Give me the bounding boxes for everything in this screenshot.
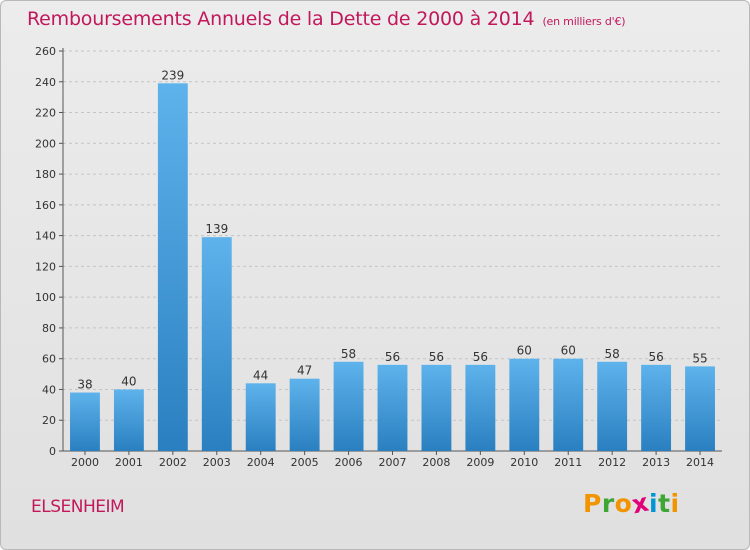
y-tick-label: 220: [35, 107, 56, 120]
data-label-2014: 55: [692, 351, 707, 365]
data-label-2005: 47: [297, 364, 312, 378]
data-label-2006: 58: [341, 347, 356, 361]
chart-title-text: Remboursements Annuels de la Dette de 20…: [27, 8, 535, 30]
y-tick-labels: 0 20 40 60 80 100 120 140 160 180 200 220 240 260: [35, 45, 56, 458]
data-label-2011: 60: [561, 344, 576, 358]
x-tick-label-2005: 2005: [291, 456, 319, 469]
bar-2007: [377, 364, 408, 451]
bar-2008: [421, 364, 452, 451]
y-tick-label: 160: [35, 199, 56, 212]
bar-2009: [465, 364, 496, 451]
x-tick-label-2012: 2012: [598, 456, 626, 469]
logo-letter: i: [649, 489, 659, 518]
y-tick-label: 200: [35, 137, 56, 150]
bar-2014: [685, 366, 715, 451]
y-tick-label: 240: [35, 76, 56, 89]
y-tick-label: 180: [35, 168, 56, 181]
x-tick-label-2006: 2006: [335, 456, 363, 469]
bar-2013: [641, 364, 672, 451]
x-tick-labels: 2000 2001 2002 2003 2004 2005 2006 2007 2008 2009…: [71, 456, 714, 469]
data-label-2003: 139: [205, 222, 228, 236]
proxiti-logo: Proxiti: [583, 488, 680, 520]
chart-unit-note: (en milliers d'€): [542, 15, 626, 28]
x-tick-label-2010: 2010: [510, 456, 538, 469]
y-tick-label: 20: [42, 414, 56, 427]
data-label-2000: 38: [77, 378, 92, 392]
bar-2012: [597, 361, 628, 451]
bar-2001: [113, 389, 144, 451]
x-tick-label-2003: 2003: [203, 456, 231, 469]
data-label-2012: 58: [605, 347, 620, 361]
x-tick-label-2007: 2007: [379, 456, 407, 469]
bar-2003: [201, 237, 232, 451]
y-tick-label: 120: [35, 260, 56, 273]
bar-2006: [333, 361, 364, 451]
data-label-2004: 44: [253, 368, 268, 382]
data-label-2009: 56: [473, 350, 488, 364]
data-label-2001: 40: [121, 374, 136, 388]
logo-letter: i: [670, 489, 680, 518]
data-label-2008: 56: [429, 350, 444, 364]
y-tick-label: 100: [35, 291, 56, 304]
logo-letter: t: [658, 489, 671, 518]
data-label-2010: 60: [517, 344, 532, 358]
bar-2010: [509, 358, 540, 451]
logo-letter: P: [583, 489, 602, 518]
y-tick-label: 80: [42, 322, 56, 335]
data-label-2007: 56: [385, 350, 400, 364]
x-tick-label-2001: 2001: [115, 456, 143, 469]
x-tick-label-2002: 2002: [159, 456, 187, 469]
bar-2000: [70, 392, 100, 451]
data-label-2013: 56: [648, 350, 663, 364]
bars: [70, 83, 715, 452]
y-tick-label: 40: [42, 383, 56, 396]
x-tick-label-2014: 2014: [686, 456, 714, 469]
y-tick-label: 0: [49, 445, 56, 458]
y-tick-label: 60: [42, 353, 56, 366]
data-label-2002: 239: [161, 68, 184, 82]
bar-2002: [157, 83, 188, 452]
x-tick-label-2009: 2009: [466, 456, 494, 469]
data-labels: 38 40 239 139 44 47 58 56 56 56 60 60 58 56 55: [77, 68, 707, 391]
y-tick-label: 260: [35, 45, 56, 58]
logo-letter: r: [601, 489, 615, 518]
commune-name: ELSENHEIM: [31, 497, 125, 517]
bar-2011: [553, 358, 584, 451]
x-tick-label-2011: 2011: [554, 456, 582, 469]
bar-2004: [245, 383, 276, 451]
logo-letter: o: [614, 489, 633, 518]
x-tick-label-2008: 2008: [422, 456, 450, 469]
x-tick-label-2013: 2013: [642, 456, 670, 469]
chart-title: Remboursements Annuels de la Dette de 20…: [27, 8, 626, 30]
x-tick-label-2000: 2000: [71, 456, 99, 469]
y-tick-label: 140: [35, 230, 56, 243]
bar-2005: [289, 378, 320, 451]
x-tick-label-2004: 2004: [247, 456, 275, 469]
